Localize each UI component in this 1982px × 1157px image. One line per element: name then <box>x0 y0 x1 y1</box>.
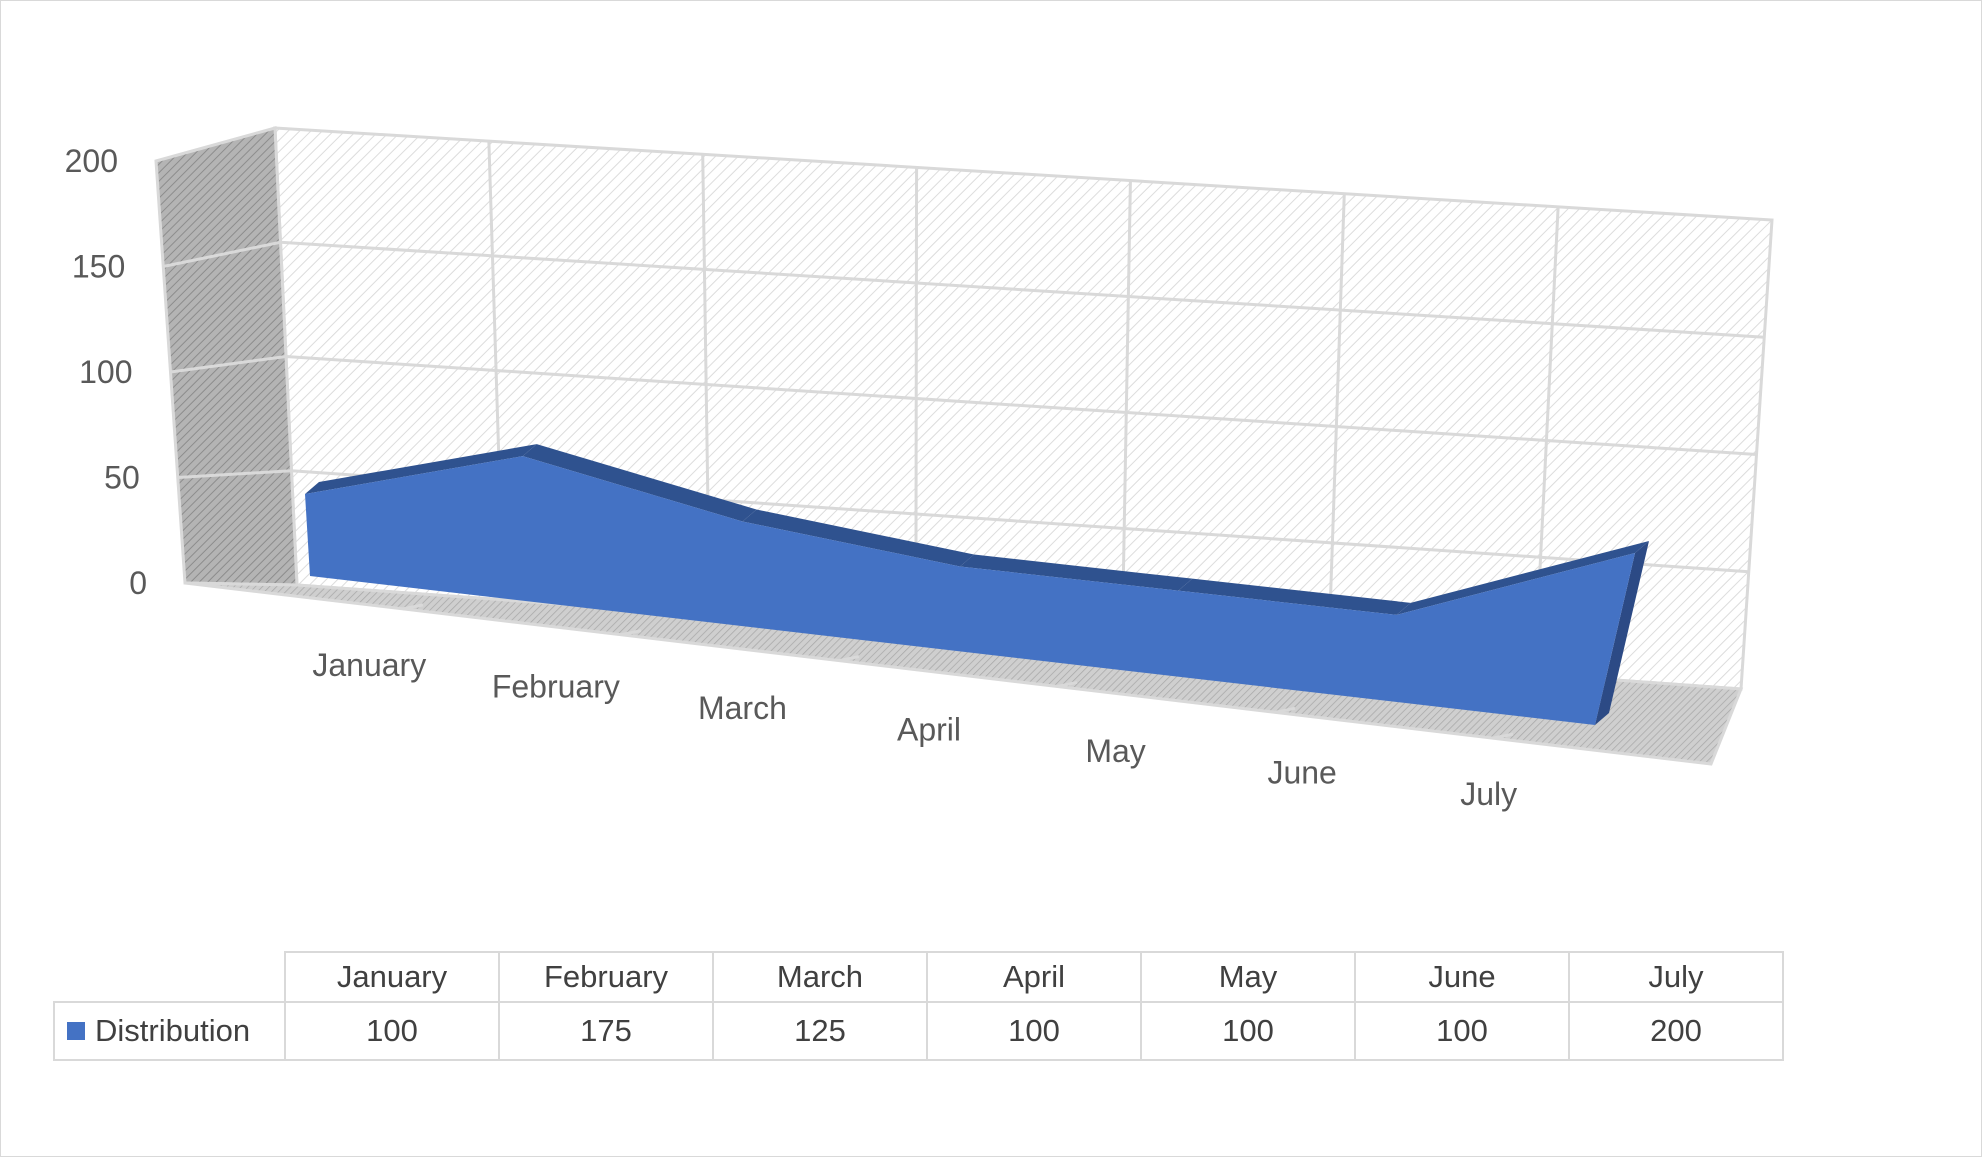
x-tick-mark <box>1492 732 1514 740</box>
table-corner <box>54 952 286 1003</box>
x-axis: January February March April May June July <box>312 603 1517 812</box>
area-top-face <box>742 509 974 567</box>
x-tick-label: April <box>897 712 961 748</box>
table-cell: 100 <box>1140 1001 1356 1061</box>
y-tick-label: 200 <box>65 143 118 179</box>
area-side-face <box>1595 541 1649 725</box>
gridline <box>177 469 292 479</box>
x-tick-label: May <box>1085 733 1145 769</box>
x-tick-label: June <box>1267 755 1336 791</box>
area-front-face <box>305 456 1635 725</box>
y-axis: 0 50 100 150 200 <box>65 143 147 601</box>
table-header-cell: June <box>1354 951 1570 1003</box>
table-cell: 200 <box>1568 1001 1784 1061</box>
y-tick-label: 150 <box>72 249 125 285</box>
area-top-face <box>960 554 1193 591</box>
y-tick-label: 100 <box>79 354 132 390</box>
x-tick-label: July <box>1460 776 1517 812</box>
x-tick-mark <box>1274 706 1296 714</box>
table-cell: 125 <box>712 1001 928 1061</box>
data-table: January February March April May June Ju… <box>53 951 1784 1061</box>
series-distribution: January: 100February: 175March: 125April… <box>304 444 1649 725</box>
gridline <box>285 355 1757 456</box>
gridline <box>170 355 287 374</box>
gridline <box>1120 180 1132 645</box>
table-header-cell: April <box>926 951 1142 1003</box>
y-tick-label: 50 <box>104 460 140 496</box>
area-top-face <box>522 444 757 522</box>
gridline <box>1326 193 1346 660</box>
x-tick-label: February <box>492 668 620 704</box>
gridline <box>280 240 1765 339</box>
x-tick-mark <box>1056 680 1078 688</box>
x-tick-mark <box>402 603 424 611</box>
table-cell: 100 <box>926 1001 1142 1061</box>
table-header-cell: March <box>712 951 928 1003</box>
table-series-label: Distribution <box>53 1001 286 1061</box>
area-top-face <box>305 444 537 494</box>
table-cell: 100 <box>1354 1001 1570 1061</box>
x-tick-label: January <box>312 647 426 683</box>
x-tick-mark <box>838 655 860 663</box>
area-top-face <box>1178 578 1411 615</box>
table-header-cell: May <box>1140 951 1356 1003</box>
table-cell: 175 <box>498 1001 714 1061</box>
x-tick-label: March <box>698 690 787 726</box>
floor <box>184 581 1744 766</box>
area-top-face <box>1396 541 1649 615</box>
gridline <box>162 240 281 268</box>
table-header-cell: February <box>498 951 714 1003</box>
y-tick-label: 0 <box>129 565 147 601</box>
table-cell: 100 <box>284 1001 500 1061</box>
table-header-cell: July <box>1568 951 1784 1003</box>
legend-key <box>67 1021 85 1040</box>
series-name: Distribution <box>95 1013 251 1048</box>
table-header-cell: January <box>284 951 500 1003</box>
x-tick-mark <box>620 629 642 637</box>
